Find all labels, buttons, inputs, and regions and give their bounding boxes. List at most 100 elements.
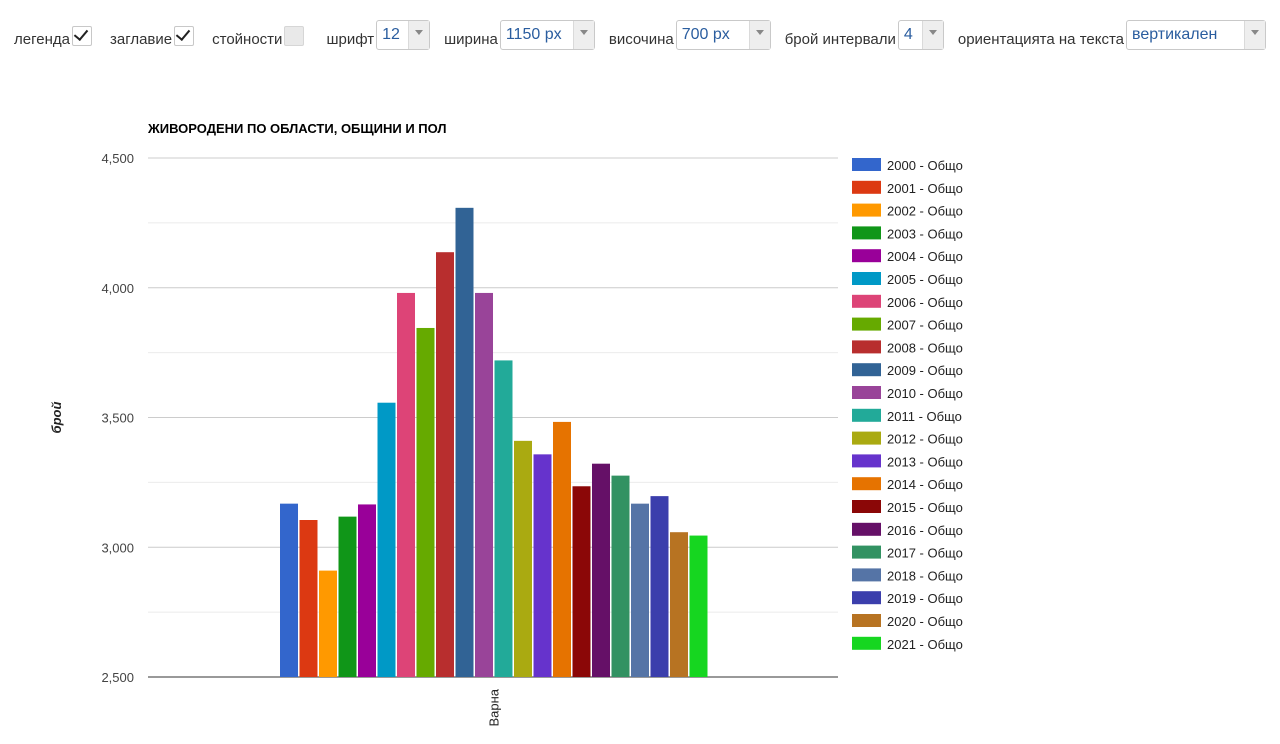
legend-entry[interactable]: 2015 - Общо (887, 500, 963, 515)
legend-entry[interactable]: 2007 - Общо (887, 318, 963, 333)
legend-entry[interactable]: 2003 - Общо (887, 226, 963, 241)
legend-label: легенда (14, 30, 70, 48)
font-size-value: 12 (382, 26, 400, 43)
legend-swatch (852, 386, 881, 399)
intervals-value: 4 (903, 26, 913, 43)
bar-2020[interactable] (670, 532, 688, 677)
y-axis-ticks: 2,500 3,000 3,500 4,000 4,500 (101, 151, 134, 685)
legend-swatch (852, 203, 881, 217)
chevron-down-icon (921, 21, 943, 49)
values-checkbox[interactable] (284, 26, 305, 46)
legend-swatch (852, 477, 881, 491)
title-checkbox[interactable] (174, 25, 195, 46)
legend-entry[interactable]: 2018 - Общо (887, 568, 963, 583)
bar-2013[interactable] (533, 454, 552, 677)
bar-2011[interactable] (494, 360, 513, 677)
legend-swatch (852, 568, 881, 582)
bar-2008[interactable] (436, 252, 454, 678)
x-axis-categories: Варна (487, 688, 502, 726)
y-tick-label: 4,000 (101, 281, 134, 296)
intervals-label: брой интервали (784, 30, 896, 48)
legend-swatch (852, 636, 881, 650)
bar-2009[interactable] (455, 207, 474, 677)
x-category-label: Варна (487, 688, 502, 726)
legend-entry[interactable]: 2006 - Общо (887, 295, 963, 310)
font-label: шрифт (326, 30, 375, 48)
orientation-label: ориентацията на текста (957, 30, 1125, 48)
legend-swatch (852, 614, 881, 627)
legend-swatch (852, 500, 881, 513)
chevron-down-icon (1244, 21, 1266, 49)
chevron-down-icon (408, 21, 430, 49)
height-value: 700 px (681, 26, 730, 43)
intervals-select[interactable]: 4 (897, 20, 944, 50)
legend-swatch (852, 294, 881, 308)
legend-checkbox[interactable] (71, 25, 92, 46)
bar-2006[interactable] (397, 292, 415, 677)
bar-2002[interactable] (319, 570, 337, 677)
legend-swatch (852, 317, 881, 331)
orientation-value: вертикален (1132, 26, 1218, 43)
height-label: височина (608, 30, 674, 48)
legend-entry[interactable]: 2014 - Общо (887, 477, 963, 492)
chart-options-toolbar: легенда заглавие стойности шрифт 12 шири… (14, 20, 1274, 56)
legend-entry[interactable]: 2005 - Общо (887, 272, 963, 287)
bar-2021[interactable] (689, 535, 708, 677)
width-value: 1150 px (505, 26, 562, 43)
legend-swatch (852, 431, 881, 445)
legend-entry[interactable]: 2021 - Общо (887, 637, 963, 652)
legend-entry[interactable]: 2013 - Общо (887, 454, 963, 469)
height-select[interactable]: 700 px (675, 20, 771, 50)
legend-swatch (852, 545, 881, 559)
bar-2018[interactable] (631, 503, 649, 677)
bar-2010[interactable] (475, 292, 493, 677)
bar-2003[interactable] (338, 516, 357, 677)
legend-entry[interactable]: 2012 - Общо (887, 432, 963, 447)
legend-entry[interactable]: 2010 - Общо (887, 386, 963, 401)
legend-entry[interactable]: 2020 - Общо (887, 614, 963, 629)
bar-2014[interactable] (553, 421, 571, 677)
chevron-down-icon (572, 21, 594, 49)
bar-2005[interactable] (377, 402, 396, 677)
bar-2012[interactable] (514, 440, 532, 677)
bars (280, 207, 708, 678)
font-size-select[interactable]: 12 (376, 20, 431, 50)
legend-swatch (852, 340, 881, 354)
bar-2016[interactable] (592, 463, 610, 677)
legend-entry[interactable]: 2004 - Общо (887, 249, 963, 264)
legend-swatch (852, 158, 881, 171)
legend-entry[interactable]: 2011 - Общо (887, 409, 962, 424)
width-select[interactable]: 1150 px (499, 20, 595, 50)
bar-2017[interactable] (611, 475, 630, 677)
legend-entry[interactable]: 2019 - Общо (887, 591, 963, 606)
width-label: ширина (444, 30, 498, 48)
legend-entry[interactable]: 2008 - Общо (887, 340, 963, 355)
bar-2000[interactable] (280, 503, 298, 677)
y-tick-label: 2,500 (101, 670, 134, 685)
legend-swatch (852, 522, 881, 536)
legend-entry[interactable]: 2002 - Общо (887, 204, 963, 219)
bar-2015[interactable] (572, 486, 591, 677)
bar-2007[interactable] (416, 327, 435, 677)
legend: 2000 - Общо 2001 - Общо 2002 - Общо 2003 - … (852, 158, 963, 652)
bar-2019[interactable] (650, 496, 669, 677)
legend-entry[interactable]: 2000 - Общо (887, 158, 963, 173)
legend-swatch (852, 226, 881, 240)
bar-2001[interactable] (299, 520, 318, 677)
orientation-select[interactable]: вертикален (1126, 20, 1267, 50)
y-tick-label: 3,500 (101, 411, 134, 426)
legend-entry[interactable]: 2017 - Общо (887, 546, 963, 561)
legend-swatch (852, 249, 881, 263)
values-label: стойности (212, 30, 283, 48)
chart-title: ЖИВОРОДЕНИ ПО ОБЛАСТИ, ОБЩИНИ И ПОЛ (147, 121, 447, 136)
legend-swatch (852, 454, 881, 468)
y-tick-label: 4,500 (101, 151, 134, 166)
chevron-down-icon (748, 21, 770, 49)
legend-entry[interactable]: 2001 - Общо (887, 181, 963, 196)
bar-2004[interactable] (358, 504, 376, 677)
legend-swatch (852, 272, 881, 285)
legend-entry[interactable]: 2016 - Общо (887, 523, 963, 538)
title-label: заглавие (109, 30, 173, 48)
legend-entry[interactable]: 2009 - Общо (887, 363, 963, 378)
legend-swatch (852, 363, 881, 377)
